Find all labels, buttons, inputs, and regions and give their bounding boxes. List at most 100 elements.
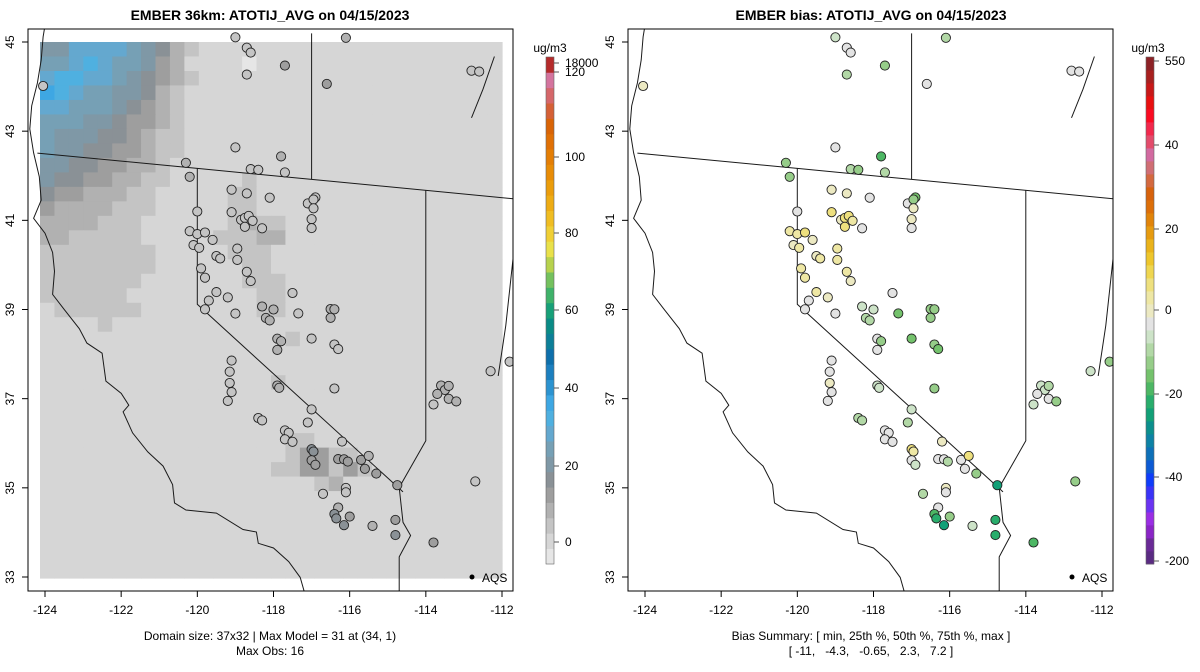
grid-cell [299, 317, 315, 333]
observation-point [432, 388, 443, 399]
grid-cell [386, 186, 402, 202]
grid-cell [343, 143, 359, 159]
grid-cell [213, 505, 229, 521]
state-border [1097, 254, 1113, 376]
observation-point [340, 487, 351, 498]
bias-point [826, 355, 837, 366]
grid-cell [184, 99, 200, 116]
grid-cell [386, 389, 402, 405]
grid-cell [487, 534, 503, 550]
grid-cell [68, 491, 84, 507]
grid-cell [473, 273, 489, 289]
grid-cell [400, 42, 416, 58]
grid-cell [487, 230, 503, 246]
grid-cell [213, 447, 229, 463]
colorbar-segment [546, 517, 554, 534]
observation-point [308, 203, 319, 214]
observation-point [230, 308, 241, 319]
grid-cell [473, 520, 489, 536]
grid-cell [126, 172, 142, 188]
bias-point [906, 404, 917, 415]
grid-cell [40, 346, 56, 362]
grid-cell [314, 99, 330, 116]
colorbar-segment [546, 241, 554, 258]
grid-cell [184, 186, 200, 202]
grid-cell [444, 360, 460, 376]
grid-cell [256, 273, 272, 289]
grid-cell [141, 114, 157, 130]
grid-cell [314, 476, 330, 492]
grid-cell [97, 42, 113, 58]
grid-cell [126, 273, 142, 289]
observation-point [293, 308, 304, 319]
grid-cell [343, 563, 359, 579]
grid-cell [112, 186, 128, 202]
grid-cell [83, 317, 99, 333]
grid-cell [198, 128, 214, 145]
grid-cell [444, 70, 460, 87]
observation-point [470, 476, 481, 487]
grid-cell [487, 157, 503, 173]
grid-cell [169, 447, 185, 463]
observation-point [451, 396, 462, 407]
grid-cell [112, 317, 128, 333]
grid-cell [68, 462, 84, 478]
colorbar-segment [1146, 538, 1154, 552]
observation-point [390, 530, 401, 541]
grid-cell [372, 447, 388, 463]
x-tick-label: -118 [262, 603, 285, 617]
colorbar-unit: ug/m3 [1131, 41, 1165, 55]
grid-cell [328, 230, 344, 246]
grid-cell [155, 230, 171, 246]
grid-cell [473, 346, 489, 362]
grid-cell [271, 70, 287, 87]
colorbar-segment [546, 72, 554, 89]
grid-cell [141, 404, 157, 420]
grid-cell [314, 215, 330, 231]
grid-cell [328, 70, 344, 87]
grid-cell [54, 389, 70, 405]
bias-point [799, 304, 811, 315]
grid-cell [473, 85, 489, 101]
grid-cell [271, 520, 287, 536]
grid-cell [169, 549, 185, 565]
grid-cell [314, 114, 330, 130]
grid-cell [444, 157, 460, 173]
grid-cell [415, 331, 431, 347]
grid-cell [83, 114, 99, 130]
grid-cell [343, 186, 359, 202]
grid-cell [271, 360, 287, 376]
grid-cell [328, 172, 344, 188]
grid-cell [97, 259, 113, 275]
grid-cell [97, 56, 113, 72]
grid-cell [169, 462, 185, 478]
grid-cell [285, 360, 301, 376]
grid-cell [429, 186, 445, 202]
grid-cell [444, 462, 460, 478]
observation-point [38, 80, 49, 92]
grid-cell [487, 563, 503, 579]
grid-cell [429, 491, 445, 507]
grid-cell [444, 230, 460, 246]
grid-cell [169, 302, 185, 318]
grid-cell [429, 418, 445, 434]
grid-cell [54, 288, 70, 304]
grid-cell [242, 563, 258, 579]
grid-cell [458, 375, 474, 391]
grid-cell [97, 114, 113, 130]
grid-cell [126, 389, 142, 405]
grid-cell [314, 418, 330, 434]
grid-cell [357, 273, 373, 289]
observation-point [184, 171, 195, 182]
grid-cell [271, 230, 287, 246]
observation-point [428, 537, 439, 548]
grid-cell [83, 549, 99, 565]
colorbar-tick-label: 0 [1165, 303, 1172, 317]
grid-cell [299, 360, 315, 376]
colorbar-segment [546, 456, 554, 473]
grid-cell [487, 462, 503, 478]
grid-cell [415, 534, 431, 550]
colorbar-segment [546, 395, 554, 411]
grid-cell [429, 520, 445, 536]
grid-cell [271, 491, 287, 507]
